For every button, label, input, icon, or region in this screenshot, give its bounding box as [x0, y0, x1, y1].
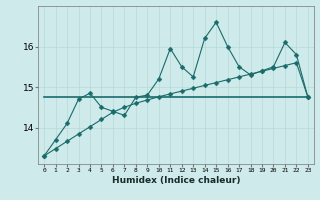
- X-axis label: Humidex (Indice chaleur): Humidex (Indice chaleur): [112, 176, 240, 185]
